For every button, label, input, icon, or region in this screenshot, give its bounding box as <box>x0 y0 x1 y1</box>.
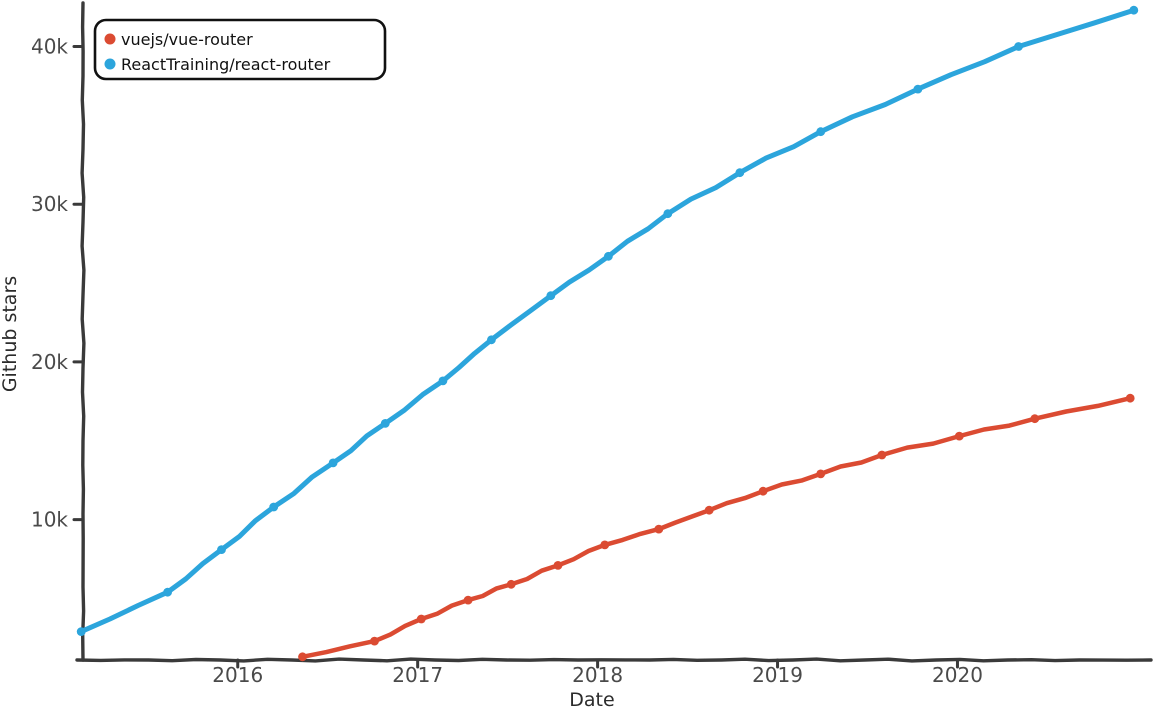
data-point <box>416 614 426 624</box>
legend-dot-react-router <box>104 58 116 70</box>
y-tick-label: 10k <box>31 508 68 532</box>
data-point <box>546 291 556 301</box>
data-point <box>954 431 964 441</box>
legend-item-vue-router: vuejs/vue-router <box>104 30 253 49</box>
y-axis-line <box>80 1 86 662</box>
data-point <box>600 540 610 550</box>
data-point <box>438 376 448 386</box>
data-point <box>506 579 516 589</box>
legend-box <box>93 18 387 81</box>
data-point <box>1030 414 1040 424</box>
x-axis-line <box>75 657 1153 663</box>
data-point <box>1014 42 1023 51</box>
legend-item-react-router: ReactTraining/react-router <box>104 55 331 74</box>
x-tick-label: 2020 <box>932 663 983 687</box>
data-point <box>298 652 307 662</box>
data-point <box>654 524 664 534</box>
data-point <box>735 168 745 178</box>
y-axis-title: Github stars <box>0 276 21 392</box>
data-point <box>1129 5 1139 15</box>
data-point <box>370 636 379 646</box>
data-point <box>816 469 826 479</box>
data-point <box>328 458 338 468</box>
data-point <box>913 84 923 94</box>
data-point <box>1125 393 1135 403</box>
x-axis-ticks: 2016 2017 2018 2019 2020 <box>212 658 983 687</box>
data-point <box>877 450 887 460</box>
data-point <box>463 595 473 605</box>
y-tick-label: 30k <box>31 192 68 216</box>
data-point <box>269 502 279 512</box>
data-point <box>758 486 768 496</box>
legend-dot-vue-router <box>104 33 116 45</box>
y-tick-label: 40k <box>31 35 68 59</box>
series-layer <box>76 5 1139 662</box>
legend-label-react-router: ReactTraining/react-router <box>121 55 331 74</box>
x-axis-title: Date <box>569 689 614 711</box>
data-point <box>163 587 173 597</box>
data-point <box>487 335 496 345</box>
y-axis-ticks: 10k 20k 30k 40k <box>31 35 85 532</box>
data-point <box>816 127 826 137</box>
x-tick-label: 2017 <box>392 663 443 687</box>
data-point <box>704 505 714 515</box>
x-tick-label: 2019 <box>752 663 803 687</box>
x-tick-label: 2016 <box>212 663 263 687</box>
x-tick-label: 2018 <box>572 663 623 687</box>
data-point <box>663 209 673 219</box>
y-tick-label: 20k <box>31 350 68 374</box>
legend-label-vue-router: vuejs/vue-router <box>121 30 253 49</box>
data-point <box>604 251 613 261</box>
series-line-1 <box>78 7 1137 635</box>
data-point <box>76 627 86 636</box>
data-point <box>553 561 563 570</box>
data-point <box>217 545 226 554</box>
data-point <box>380 419 390 428</box>
legend: vuejs/vue-router ReactTraining/react-rou… <box>93 18 387 81</box>
series-line-0 <box>300 395 1133 660</box>
